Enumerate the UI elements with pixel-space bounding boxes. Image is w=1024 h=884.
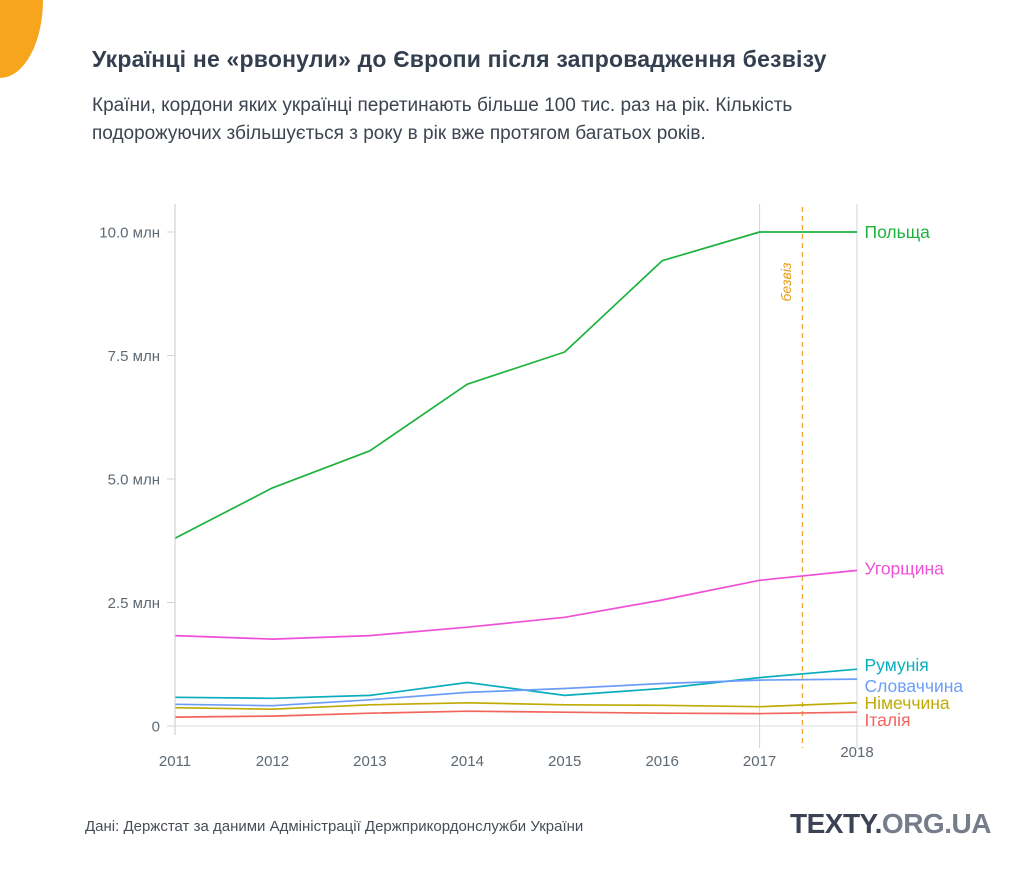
x-axis-tick-label: 2018 (840, 744, 873, 761)
series-label-4: Словаччина (865, 676, 964, 696)
chart-annotations: безвіз (778, 207, 804, 748)
x-axis-tick-label: 2013 (353, 753, 386, 770)
x-axis-tick-label: 2015 (548, 753, 581, 770)
chart-gridlines (175, 204, 882, 748)
series-line-5 (174, 701, 858, 711)
series-line-1 (174, 231, 857, 540)
visa-free-label: безвіз (778, 262, 794, 301)
y-axis-tick-label: 5.0 млн (108, 472, 160, 489)
series-label-2: Угорщина (865, 558, 945, 578)
series-line-2 (174, 569, 858, 640)
page-title: Українці не «рвонули» до Європи після за… (92, 46, 827, 72)
y-axis-tick-label: 0 (152, 719, 160, 736)
x-axis-tick-label: 2012 (256, 753, 289, 770)
series-label-1: Польща (865, 222, 931, 242)
y-axis-tick-label: 7.5 млн (108, 348, 160, 365)
chart-axes: 0 2.5 млн 5.0 млн 7.5 млн 10.0 млн 2011 2012 20… (99, 204, 874, 770)
series-label-5: Німеччина (865, 693, 950, 713)
data-source-note: Дані: Держстат за даними Адміністрації Д… (85, 818, 584, 835)
page-subtitle: Країни, кордони яких українці перетинают… (92, 95, 793, 144)
series-label-3: Румунія (865, 655, 929, 675)
chart-series-labels: Польща Угорщина РумуніяСловаччинаНімеччина… (865, 222, 964, 730)
texty-logo-part1: TEXTY. (790, 808, 882, 839)
series-line-3 (174, 668, 858, 700)
x-axis-tick-label: 2011 (159, 753, 191, 770)
series-label-6: Італія (865, 710, 911, 730)
x-axis-tick-label: 2016 (645, 753, 678, 770)
texty-logo: TEXTY.ORG.UA (790, 808, 991, 840)
x-axis-tick-label: 2014 (451, 753, 484, 770)
series-line-6 (174, 710, 858, 718)
y-axis-tick-label: 2.5 млн (108, 595, 160, 612)
chart-series-lines (174, 231, 858, 718)
x-axis-tick-label: 2017 (743, 753, 776, 770)
series-line-4 (174, 678, 858, 707)
y-axis-tick-label: 10.0 млн (99, 225, 160, 242)
texty-logo-part2: ORG.UA (881, 808, 992, 839)
